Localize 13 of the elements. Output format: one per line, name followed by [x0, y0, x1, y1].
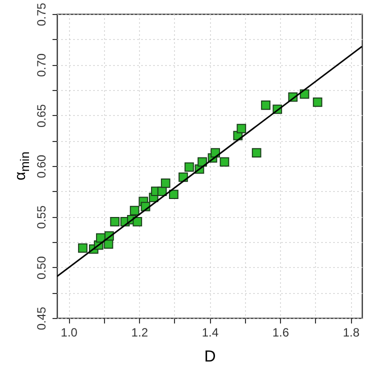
y-tick-label: 0.70	[34, 53, 48, 77]
y-tick-label: 0.60	[34, 154, 48, 178]
y-tick-label: 0.75	[34, 2, 48, 26]
x-tick-label: 1.8	[342, 326, 360, 340]
y-tick-label: 0.50	[34, 256, 48, 280]
y-tick-label: 0.65	[34, 104, 48, 128]
x-axis-title: D	[204, 348, 216, 366]
x-tick-label: 1.6	[272, 326, 290, 340]
x-tick-label: 1.0	[60, 326, 78, 340]
y-tick-label: 0.45	[34, 306, 48, 330]
x-tick-label: 1.2	[131, 326, 148, 340]
x-tick-label: 1.4	[202, 326, 219, 340]
y-tick-label: 0.55	[34, 205, 48, 229]
